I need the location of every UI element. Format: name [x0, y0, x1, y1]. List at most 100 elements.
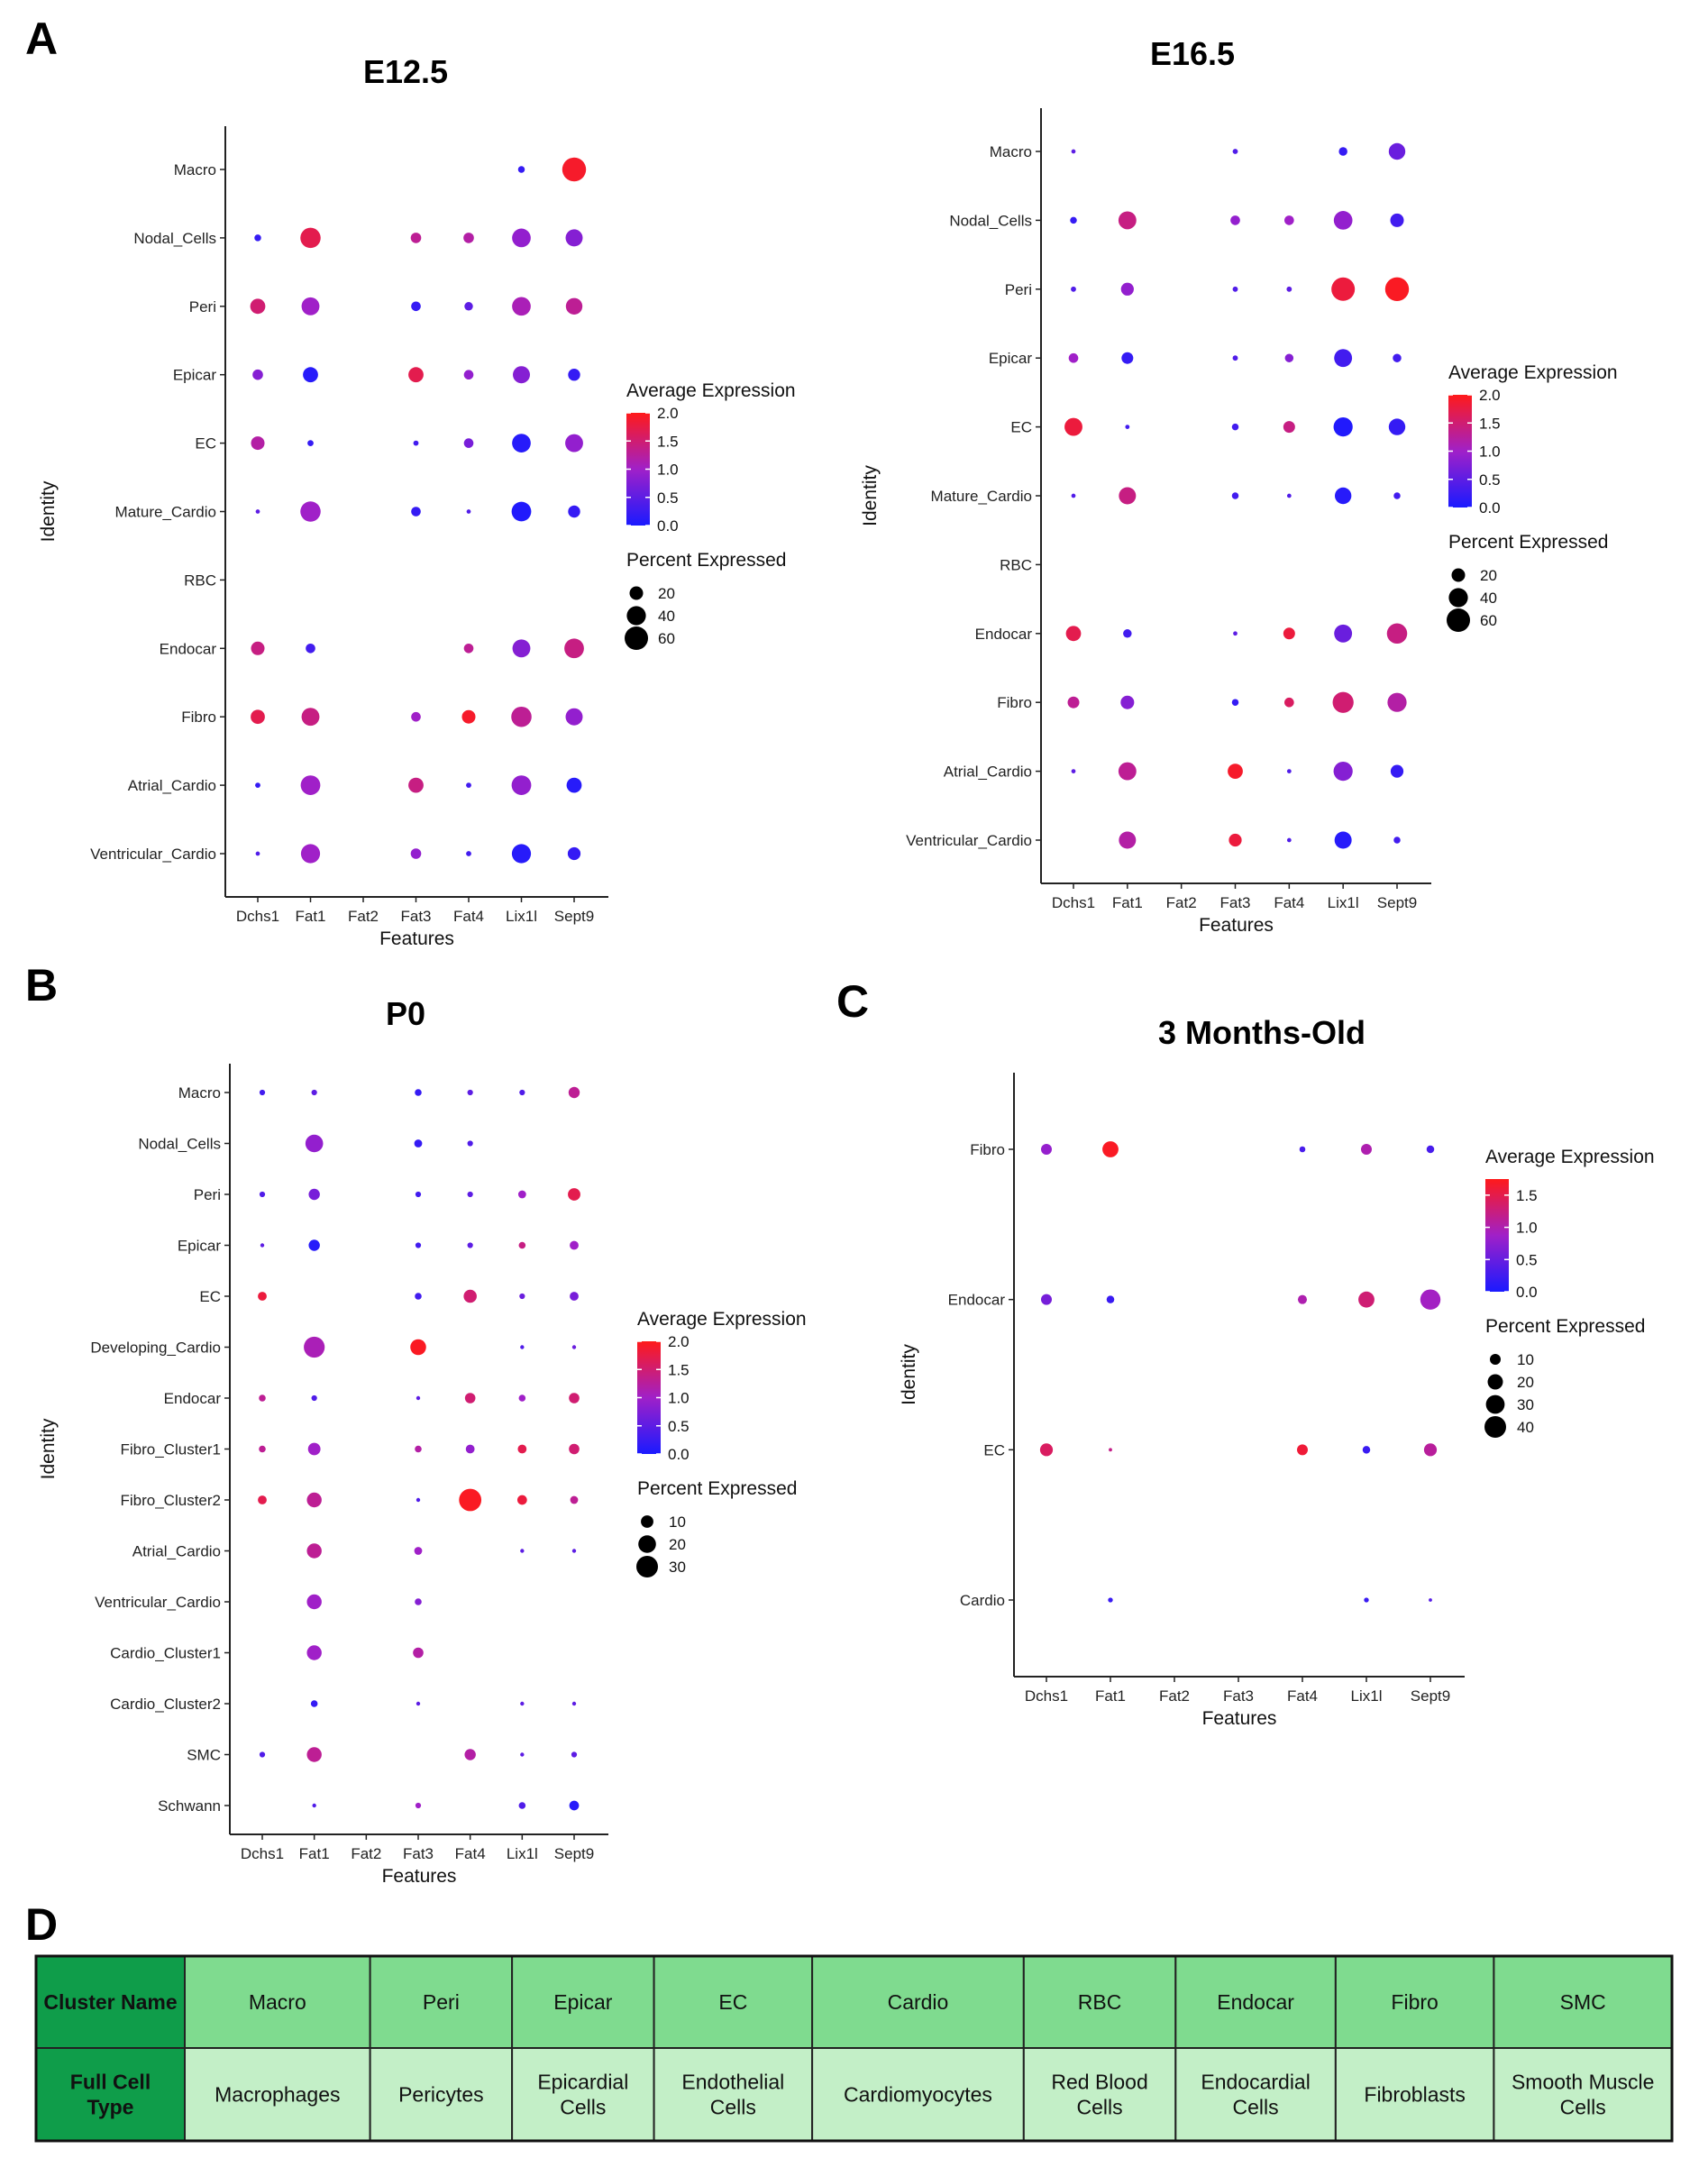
- dot-macro-sept9: [562, 157, 587, 182]
- legend: Average Expression 2.0 1.5 1.0 0.5 0.0 Percent…: [636, 1309, 807, 1577]
- legend-size-dot: [626, 606, 646, 626]
- dot-ec-sept9: [570, 1292, 579, 1301]
- dot-ec-sept9: [1388, 418, 1406, 435]
- dot-peri-dchs1: [250, 298, 266, 315]
- y-tick-label-ec: EC: [195, 435, 216, 453]
- legend-color-tick-label: 1.5: [1479, 415, 1501, 432]
- dot-epicar-dchs1: [252, 369, 263, 380]
- dot-mature-cardio-fat1: [1119, 487, 1137, 505]
- dot-nodal-cells-fat3: [414, 1139, 423, 1148]
- x-tick-label-sept9: Sept9: [1377, 894, 1417, 911]
- dot-epicar-lix1l: [513, 366, 530, 384]
- y-tick-label-rbc: RBC: [1000, 556, 1032, 573]
- y-axis-label: Identity: [899, 1344, 919, 1405]
- dot-atrial-cardio-fat3: [408, 777, 424, 793]
- dot-smc-sept9: [571, 1751, 578, 1758]
- dot-macro-lix1l: [519, 1089, 525, 1096]
- dot-fibro-sept9: [1426, 1145, 1435, 1154]
- table-cluster-name-epicar: Epicar: [553, 1990, 613, 2014]
- dot-schwann-fat3: [415, 1802, 422, 1809]
- legend-color-title: Average Expression: [626, 380, 796, 401]
- legend-size-title: Percent Expressed: [637, 1478, 797, 1499]
- dot-epicar-dchs1: [260, 1243, 265, 1248]
- dot-fibro-cluster1-lix1l: [517, 1444, 527, 1454]
- dot-plot-p0: P0 Macro Nodal_Cells Peri Epicar EC Developing…: [38, 995, 807, 1887]
- table-full-type-rbc: Red Blood: [1051, 2071, 1147, 2094]
- dot-fibro-sept9: [565, 708, 583, 726]
- dot-cardio-sept9: [1429, 1598, 1432, 1602]
- dot-cardio-cluster2-fat1: [310, 1700, 318, 1707]
- dot-epicar-fat1: [308, 1239, 320, 1251]
- table-full-type-ec: Endothelial: [681, 2071, 784, 2094]
- dot-ventricular-cardio-fat3: [1228, 833, 1242, 847]
- x-tick-label-fat4: Fat4: [455, 1845, 486, 1862]
- x-tick-label-lix1l: Lix1l: [1328, 894, 1359, 911]
- table-cell-ec: [653, 1955, 814, 2049]
- dot-fibro-lix1l: [511, 706, 532, 727]
- dot-endocar-dchs1: [259, 1394, 266, 1402]
- dot-mature-cardio-fat4: [466, 509, 471, 514]
- dot-fibro-cluster1-sept9: [569, 1443, 580, 1455]
- dot-nodal-cells-fat4: [467, 1140, 473, 1147]
- y-tick-label-fibro: Fibro: [181, 709, 216, 726]
- y-tick-label-endocar: Endocar: [975, 626, 1033, 643]
- dot-mature-cardio-sept9: [568, 505, 580, 518]
- dot-peri-fat3: [415, 1191, 422, 1198]
- dot-endocar-dchs1: [251, 641, 265, 655]
- dot-ec-fat4: [1297, 1444, 1308, 1456]
- dot-mature-cardio-fat4: [1286, 493, 1292, 498]
- table-full-type-epicar: Cells: [560, 2096, 606, 2119]
- table-cluster-name-cardio: Cardio: [888, 1990, 949, 2014]
- y-tick-label-peri: Peri: [189, 298, 216, 315]
- dot-cardio-cluster1-fat3: [413, 1647, 424, 1659]
- legend-size-dot: [1448, 588, 1468, 608]
- x-axis-label: Features: [382, 1866, 457, 1887]
- chart-title: 3 Months-Old: [1158, 1014, 1365, 1051]
- dot-peri-fat4: [467, 1191, 473, 1198]
- y-tick-label-fibro: Fibro: [970, 1141, 1005, 1158]
- dot-macro-lix1l: [517, 166, 525, 173]
- dot-fibro-fat1: [1120, 695, 1135, 709]
- y-tick-label-cardio-cluster1: Cardio_Cluster1: [110, 1645, 221, 1662]
- dot-ec-dchs1: [251, 436, 265, 451]
- legend-color-tick-label: 0.5: [1516, 1251, 1538, 1268]
- x-axis-label: Features: [379, 928, 454, 949]
- dot-fibro-fat1: [1102, 1141, 1119, 1157]
- legend-size-label: 60: [658, 630, 675, 647]
- dot-endocar-lix1l: [518, 1394, 526, 1402]
- dot-peri-dchs1: [259, 1191, 266, 1198]
- dot-smc-fat4: [464, 1749, 476, 1760]
- dot-atrial-cardio-fat1: [300, 775, 321, 795]
- dot-cardio-cluster2-sept9: [571, 1701, 577, 1706]
- dot-nodal-cells-dchs1: [254, 234, 261, 242]
- dot-ec-sept9: [565, 434, 583, 453]
- dot-fibro-fat4: [1299, 1146, 1306, 1153]
- y-tick-label-nodal-cells: Nodal_Cells: [133, 230, 216, 247]
- legend-size-label: 10: [1517, 1351, 1534, 1368]
- x-tick-label-fat3: Fat3: [1223, 1687, 1254, 1705]
- legend-color-tick-label: 0.5: [1479, 471, 1501, 489]
- dot-macro-dchs1: [259, 1089, 266, 1096]
- dot-epicar-fat3: [1232, 355, 1238, 361]
- legend-color-tick-label: 2.0: [1479, 387, 1501, 404]
- dot-mature-cardio-fat3: [411, 507, 421, 517]
- legend-size-dot: [636, 1556, 658, 1577]
- dot-fibro-fat3: [411, 711, 421, 722]
- y-tick-label-atrial-cardio: Atrial_Cardio: [944, 763, 1032, 781]
- dot-ec-fat4: [463, 438, 474, 448]
- legend-size-label: 30: [1517, 1396, 1534, 1413]
- dot-nodal-cells-fat4: [1284, 215, 1294, 225]
- dot-atrial-cardio-lix1l: [520, 1549, 525, 1553]
- legend-color-tick-label: 1.0: [1516, 1220, 1538, 1237]
- table-cell-full-macro: [184, 2047, 371, 2142]
- x-tick-label-fat2: Fat2: [351, 1845, 381, 1862]
- dot-peri-fat1: [301, 297, 320, 315]
- legend-size-label: 60: [1480, 612, 1497, 629]
- dot-epicar-sept9: [568, 368, 580, 381]
- dot-ventricular-cardio-fat3: [415, 1598, 422, 1605]
- dot-schwann-sept9: [569, 1800, 580, 1811]
- table-cluster-name-ec: EC: [718, 1990, 747, 2014]
- dot-ventricular-cardio-fat3: [410, 848, 422, 859]
- dot-mature-cardio-sept9: [1393, 492, 1401, 499]
